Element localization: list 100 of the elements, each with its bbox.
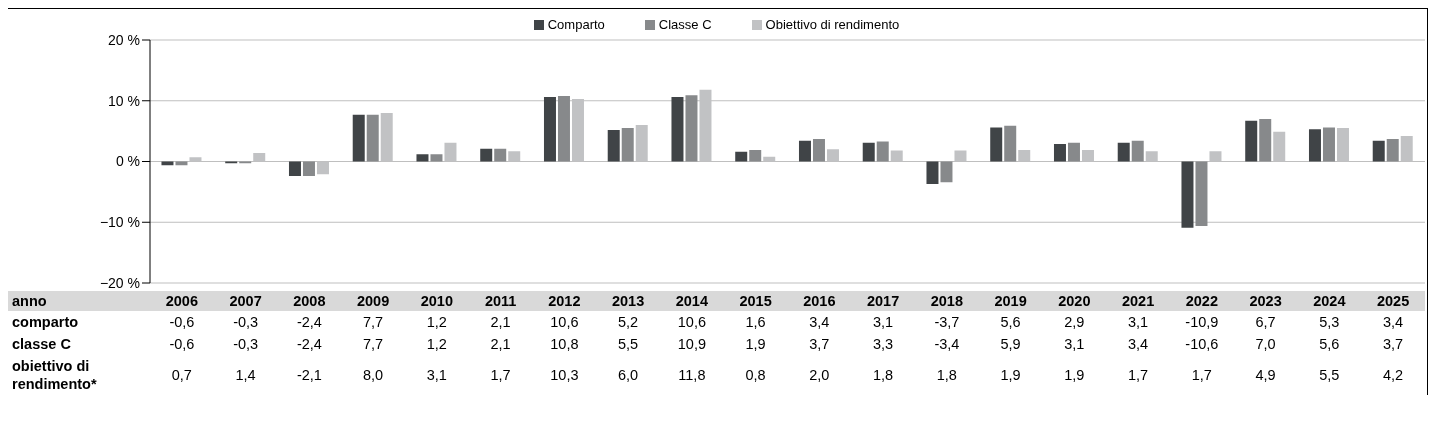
data-label: 1,7 [1127, 366, 1150, 385]
bar [1245, 120, 1258, 162]
bar [940, 161, 953, 183]
data-label: 2,9 [1063, 313, 1086, 332]
data-label: 10,6 [549, 313, 580, 332]
bar [302, 161, 315, 177]
bar [876, 141, 889, 162]
text: comparto [11, 313, 80, 332]
data-label: 3,7 [1382, 335, 1405, 354]
data-label: 1,9 [999, 366, 1022, 385]
x-tick-label: 2008 [292, 292, 327, 311]
legend-label: Comparto [547, 17, 605, 32]
data-label: 10,9 [676, 335, 707, 354]
data-label: 10,3 [549, 366, 580, 385]
bar [366, 114, 379, 162]
x-tick-label: 2011 [483, 292, 518, 311]
bar [607, 129, 620, 162]
data-label: 5,6 [999, 313, 1022, 332]
data-label: 2,1 [489, 335, 512, 354]
bar [798, 140, 811, 162]
bar [1053, 143, 1066, 162]
y-tick-label: −10 % [99, 214, 140, 231]
x-tick-label: 2010 [419, 292, 454, 311]
bar [735, 151, 748, 162]
x-tick-label: 2018 [929, 292, 964, 311]
data-label: 5,5 [1318, 366, 1341, 385]
data-label: 0,7 [170, 366, 193, 385]
x-tick-label: 2021 [1121, 292, 1156, 311]
bar [480, 148, 493, 162]
bar [1322, 127, 1335, 162]
bar [288, 161, 301, 177]
bar [1372, 140, 1385, 162]
data-label: 1,7 [489, 366, 512, 385]
x-tick-label: 2007 [228, 292, 263, 311]
data-label: 3,4 [1382, 313, 1405, 332]
data-label: 4,9 [1254, 366, 1277, 385]
x-tick-label: 2019 [993, 292, 1028, 311]
data-label: 2,1 [489, 313, 512, 332]
y-tick-label: −20 % [99, 274, 140, 291]
data-label: -0,6 [168, 335, 196, 354]
bar [812, 139, 825, 162]
bar [1117, 142, 1130, 162]
data-label: 7,0 [1254, 335, 1277, 354]
data-label: 5,5 [617, 335, 640, 354]
bar [685, 95, 698, 162]
x-tick-label: 2006 [164, 292, 199, 311]
data-label: 1,2 [425, 335, 448, 354]
legend-label: Obiettivo di rendimento [765, 17, 900, 32]
bar [926, 161, 939, 184]
data-label: -0,3 [232, 313, 260, 332]
bar [494, 148, 507, 162]
bar [557, 95, 570, 162]
x-tick-label: 2025 [1376, 292, 1411, 311]
bar [1308, 129, 1321, 162]
data-label: 1,9 [744, 335, 767, 354]
x-tick-label: 2009 [356, 292, 391, 311]
x-tick-label: 2014 [674, 292, 709, 311]
data-label: 5,2 [617, 313, 640, 332]
y-tick-label: 0 % [115, 153, 140, 170]
data-label: 1,7 [1190, 366, 1213, 385]
data-label: 6,0 [617, 366, 640, 385]
data-label: 5,9 [999, 335, 1022, 354]
data-label: 10,8 [549, 335, 580, 354]
bar [352, 114, 365, 162]
data-label: 3,1 [872, 313, 895, 332]
x-tick-label: 2024 [1312, 292, 1347, 311]
data-label: 6,7 [1254, 313, 1277, 332]
bar [1195, 161, 1208, 226]
data-label: 3,1 [1127, 313, 1150, 332]
bar [416, 154, 429, 162]
data-label: 1,9 [1063, 366, 1086, 385]
bar [1067, 142, 1080, 162]
data-label: 3,4 [808, 313, 831, 332]
data-label: -10,9 [1184, 313, 1220, 332]
data-label: 10,6 [676, 313, 707, 332]
data-label: 8,0 [362, 366, 385, 385]
x-tick-label: 2023 [1248, 292, 1283, 311]
data-label: 7,7 [362, 335, 385, 354]
y-tick-label: 10 % [108, 92, 140, 109]
data-label: -2,4 [295, 335, 323, 354]
bar [1131, 140, 1144, 162]
data-label: 5,3 [1318, 313, 1341, 332]
bar [990, 127, 1003, 162]
data-label: -0,3 [232, 335, 260, 354]
data-label: 1,4 [234, 366, 257, 385]
x-tick-label: 2017 [866, 292, 901, 311]
data-label: -10,6 [1184, 335, 1220, 354]
legend-label: Classe C [658, 17, 712, 32]
data-label: 11,8 [677, 366, 707, 385]
data-label: 1,6 [744, 313, 767, 332]
data-label: 3,1 [1063, 335, 1086, 354]
text: obiettivo di rendimento* [11, 357, 98, 394]
bar [862, 142, 875, 162]
x-tick-label: 2015 [738, 292, 773, 311]
bar [1004, 125, 1017, 162]
x-tick-label: 2012 [547, 292, 582, 311]
data-label: 3,3 [872, 335, 895, 354]
data-label: -2,1 [295, 366, 323, 385]
text: classe C [11, 335, 72, 354]
bar [430, 154, 443, 162]
